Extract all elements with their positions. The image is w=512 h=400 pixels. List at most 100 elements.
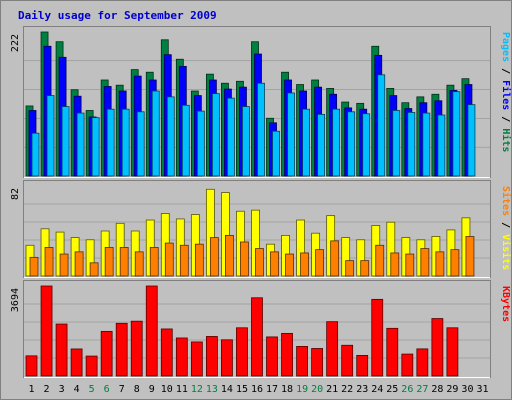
bar-kbytes-15 xyxy=(236,327,248,377)
legend-kbytes: KBytes xyxy=(500,286,511,322)
bar-pages-23 xyxy=(362,113,371,177)
bar-kbytes-11 xyxy=(175,337,188,377)
bar-sites-21 xyxy=(330,240,340,277)
bar-sites-28 xyxy=(435,251,445,277)
day-label-9: 9 xyxy=(149,384,155,395)
bar-sites-17 xyxy=(270,251,279,277)
bar-kbytes-24 xyxy=(371,298,384,377)
bar-kbytes-10 xyxy=(160,328,173,377)
bar-pages-22 xyxy=(347,111,356,177)
day-label-10: 10 xyxy=(161,384,173,395)
day-label-2: 2 xyxy=(44,384,50,395)
bar-kbytes-18 xyxy=(281,332,293,377)
bar-kbytes-27 xyxy=(416,348,429,377)
bar-sites-14 xyxy=(225,234,234,277)
day-label-24: 24 xyxy=(371,384,383,395)
day-label-19: 19 xyxy=(296,384,308,395)
day-label-20: 20 xyxy=(311,384,323,395)
bar-sites-1 xyxy=(29,256,39,277)
day-label-5: 5 xyxy=(89,384,95,395)
bar-kbytes-23 xyxy=(356,355,369,377)
bar-kbytes-6 xyxy=(100,330,113,377)
bar-pages-26 xyxy=(407,112,416,177)
bar-pages-17 xyxy=(272,130,280,177)
bar-pages-6 xyxy=(106,108,115,177)
bar-sites-12 xyxy=(194,243,204,277)
bar-pages-19 xyxy=(302,108,310,177)
bar-sites-23 xyxy=(360,260,370,277)
bar-pages-16 xyxy=(257,82,265,177)
bar-pages-10 xyxy=(166,96,175,177)
day-label-27: 27 xyxy=(416,384,428,395)
bar-pages-15 xyxy=(242,106,250,177)
panel-0: 222 Pages / Files / Hits xyxy=(10,26,512,178)
day-label-30: 30 xyxy=(461,384,473,395)
day-label-18: 18 xyxy=(281,384,293,395)
bar-sites-10 xyxy=(164,242,174,277)
bar-pages-14 xyxy=(227,97,235,177)
bar-kbytes-1 xyxy=(25,355,38,377)
bar-sites-16 xyxy=(255,248,264,277)
panel-2: 3694 KBytes xyxy=(10,280,511,378)
bar-pages-7 xyxy=(121,108,130,177)
bar-sites-11 xyxy=(179,244,189,277)
bar-kbytes-9 xyxy=(145,285,158,377)
bar-pages-8 xyxy=(136,111,145,177)
bar-sites-30 xyxy=(465,236,475,277)
bar-pages-2 xyxy=(46,95,55,177)
bar-kbytes-8 xyxy=(130,320,143,377)
legend-visits: Visits xyxy=(500,234,512,270)
bar-kbytes-5 xyxy=(85,355,98,377)
series-pages xyxy=(31,74,476,177)
bar-pages-1 xyxy=(31,132,40,177)
chart-title: Daily usage for September 2009 xyxy=(18,9,217,22)
day-label-26: 26 xyxy=(401,384,413,395)
bar-sites-20 xyxy=(315,249,325,277)
bar-sites-2 xyxy=(44,247,54,277)
bar-sites-7 xyxy=(119,247,129,277)
series-sites xyxy=(29,234,475,277)
day-labels: 1 2 3 4 5 6 7 8 9 10 11 12 13 14 15 16 17 18 19 20 21 22 23 24 2… xyxy=(29,384,489,395)
bar-kbytes-17 xyxy=(266,336,278,377)
bar-kbytes-26 xyxy=(401,353,414,377)
y-max-label: 222 xyxy=(10,34,21,52)
bar-sites-27 xyxy=(420,248,430,277)
bar-sites-5 xyxy=(89,262,99,277)
panels-layer: 222 Pages / Files / Hits 82 Sites / Visits 3… xyxy=(10,26,512,378)
bar-kbytes-20 xyxy=(311,348,324,377)
bar-pages-29 xyxy=(452,91,461,177)
bar-kbytes-7 xyxy=(115,322,128,377)
legend-files: Files xyxy=(500,80,512,110)
bar-pages-3 xyxy=(61,106,70,177)
day-label-14: 14 xyxy=(221,384,233,395)
day-label-4: 4 xyxy=(74,384,80,395)
bar-kbytes-29 xyxy=(446,327,459,377)
bar-sites-18 xyxy=(285,253,294,277)
bar-sites-26 xyxy=(405,253,415,277)
day-label-28: 28 xyxy=(431,384,443,395)
bar-kbytes-16 xyxy=(251,297,263,377)
bar-sites-4 xyxy=(74,251,84,277)
bar-pages-28 xyxy=(437,114,446,177)
day-label-31: 31 xyxy=(476,384,488,395)
bar-sites-22 xyxy=(345,260,355,277)
bar-pages-18 xyxy=(287,92,295,177)
bar-sites-25 xyxy=(390,252,400,277)
bar-pages-9 xyxy=(151,90,160,177)
panel-1: 82 Sites / Visits xyxy=(10,180,512,278)
panel-legend: Sites / Visits xyxy=(500,186,512,270)
bar-pages-11 xyxy=(181,104,190,177)
bar-pages-27 xyxy=(422,112,431,177)
bar-kbytes-13 xyxy=(205,336,218,377)
day-label-15: 15 xyxy=(236,384,248,395)
bar-sites-24 xyxy=(375,244,385,277)
y-max-label: 82 xyxy=(10,188,21,200)
bar-pages-30 xyxy=(467,104,476,177)
legend-hits: Hits xyxy=(500,128,512,152)
day-label-17: 17 xyxy=(266,384,278,395)
bar-kbytes-25 xyxy=(386,327,399,377)
bar-kbytes-2 xyxy=(40,285,53,377)
day-label-22: 22 xyxy=(341,384,353,395)
bar-pages-13 xyxy=(211,93,220,177)
bar-sites-6 xyxy=(104,247,114,277)
